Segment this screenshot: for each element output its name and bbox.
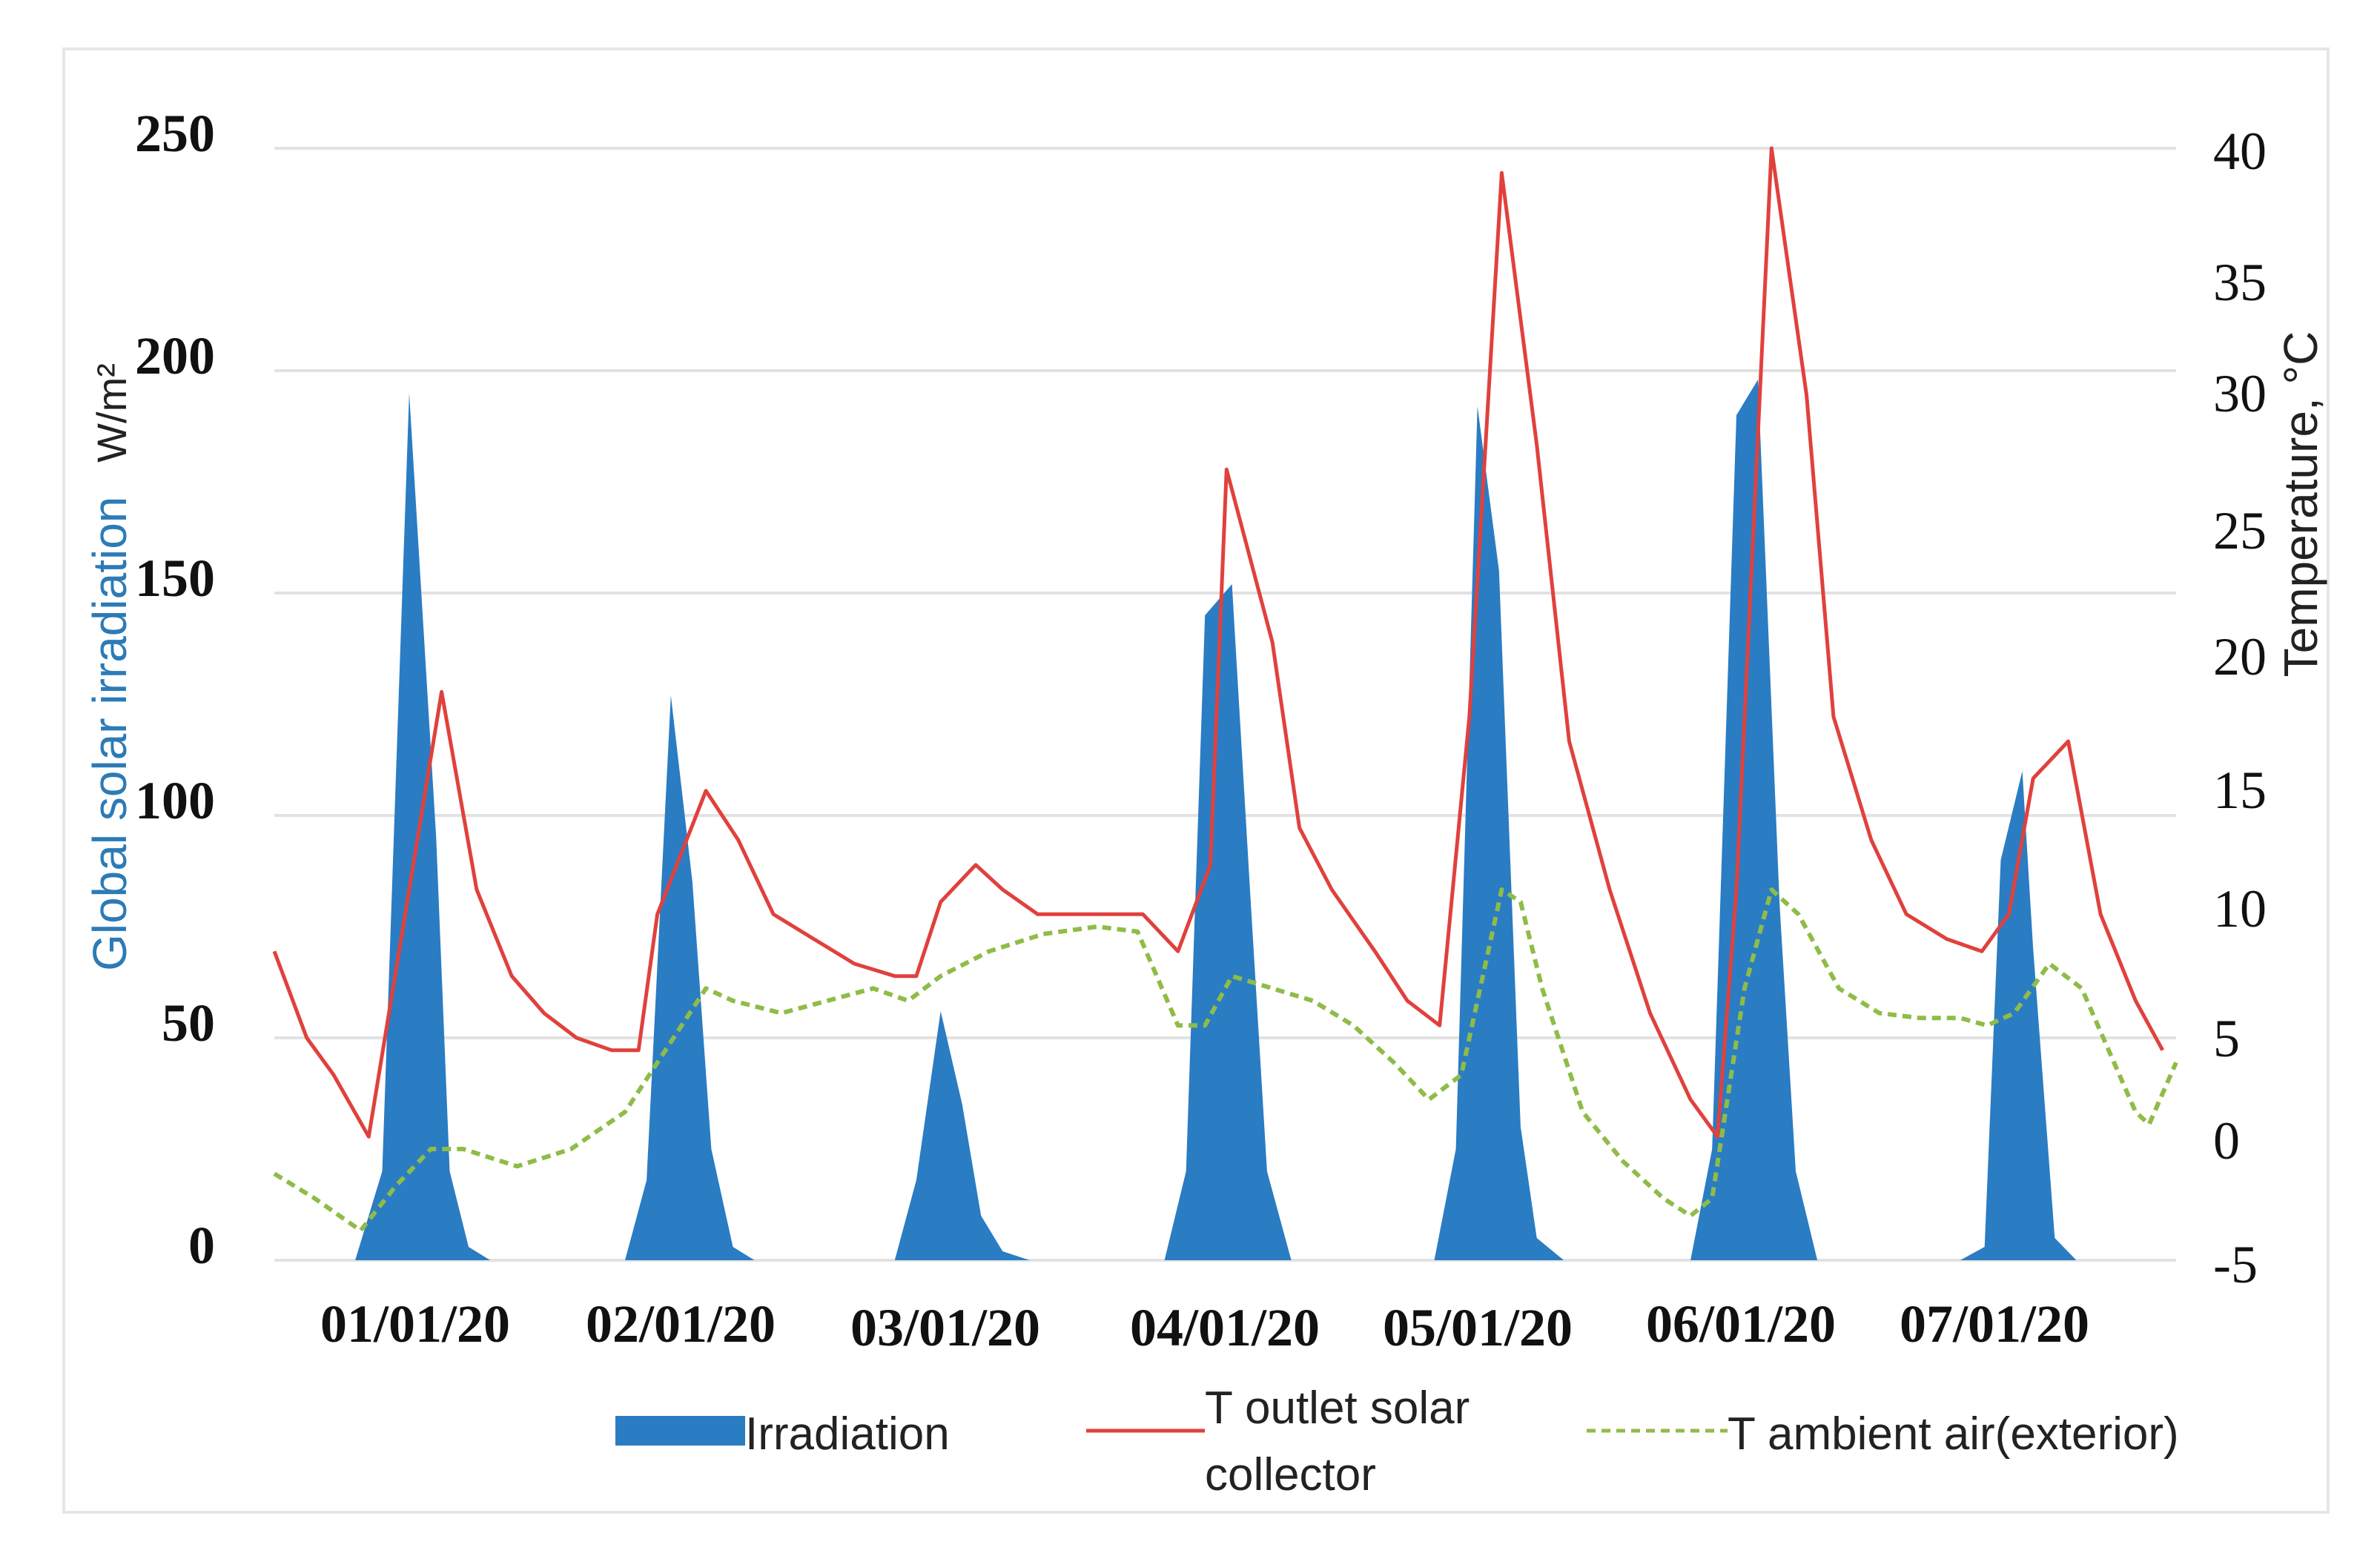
legend-label-t-ambient: T ambient air(exterior) <box>1728 1408 2179 1460</box>
svg-text:Global solar irradiation: Global solar irradiation W/m² <box>83 363 136 971</box>
left-axis-title: Global solar irradiation <box>83 497 136 971</box>
left-tick-50: 50 <box>162 993 215 1053</box>
right-tick-neg5: -5 <box>2213 1235 2258 1294</box>
right-axis-ticks: -5 0 5 10 15 20 25 30 35 40 <box>2213 122 2267 1294</box>
right-tick-5: 5 <box>2213 1009 2240 1068</box>
x-tick-05-01-20: 05/01/20 <box>1383 1298 1573 1357</box>
right-tick-20: 20 <box>2213 627 2267 686</box>
x-tick-04-01-20: 04/01/20 <box>1130 1298 1320 1357</box>
right-tick-15: 15 <box>2213 761 2267 820</box>
irradiation-area-layer <box>355 380 2077 1260</box>
left-axis-unit: W/m² <box>88 363 135 463</box>
left-tick-250: 250 <box>135 104 215 163</box>
legend-label-irradiation: Irradiation <box>745 1408 950 1460</box>
x-tick-02-01-20: 02/01/20 <box>586 1294 776 1354</box>
x-tick-07-01-20: 07/01/20 <box>1900 1294 2089 1354</box>
legend-swatch-irradiation <box>615 1416 745 1446</box>
right-tick-0: 0 <box>2213 1111 2240 1171</box>
irradiation-area <box>355 380 2077 1260</box>
chart-frame <box>62 47 2330 1514</box>
legend-label-t-outlet-line1: T outlet solar <box>1205 1383 1470 1434</box>
right-tick-30: 30 <box>2213 364 2267 423</box>
t-ambient-line <box>273 887 2178 1233</box>
legend: Irradiation T outlet solar collector T a… <box>615 1383 2179 1500</box>
t-outlet-line <box>272 146 2164 1139</box>
right-tick-35: 35 <box>2213 253 2267 312</box>
right-axis-label: Temperature, °C <box>2274 331 2327 678</box>
right-tick-25: 25 <box>2213 501 2267 560</box>
left-axis-label: Global solar irradiation W/m² <box>83 363 136 971</box>
x-tick-06-01-20: 06/01/20 <box>1646 1294 1836 1354</box>
x-tick-03-01-20: 03/01/20 <box>850 1298 1040 1357</box>
right-tick-10: 10 <box>2213 879 2267 938</box>
x-axis-ticks: 01/01/20 02/01/20 03/01/20 04/01/20 05/0… <box>320 1294 2089 1357</box>
left-tick-150: 150 <box>135 549 215 608</box>
left-axis-ticks: 0 50 100 150 200 250 <box>135 104 215 1275</box>
left-tick-200: 200 <box>135 326 215 385</box>
legend-label-t-outlet-line2: collector <box>1205 1449 1376 1500</box>
right-tick-40: 40 <box>2213 122 2267 181</box>
left-tick-100: 100 <box>135 771 215 830</box>
line-layer <box>272 146 2178 1233</box>
x-tick-01-01-20: 01/01/20 <box>320 1294 510 1354</box>
left-tick-0: 0 <box>188 1216 215 1275</box>
grid-lines <box>274 147 2176 1262</box>
